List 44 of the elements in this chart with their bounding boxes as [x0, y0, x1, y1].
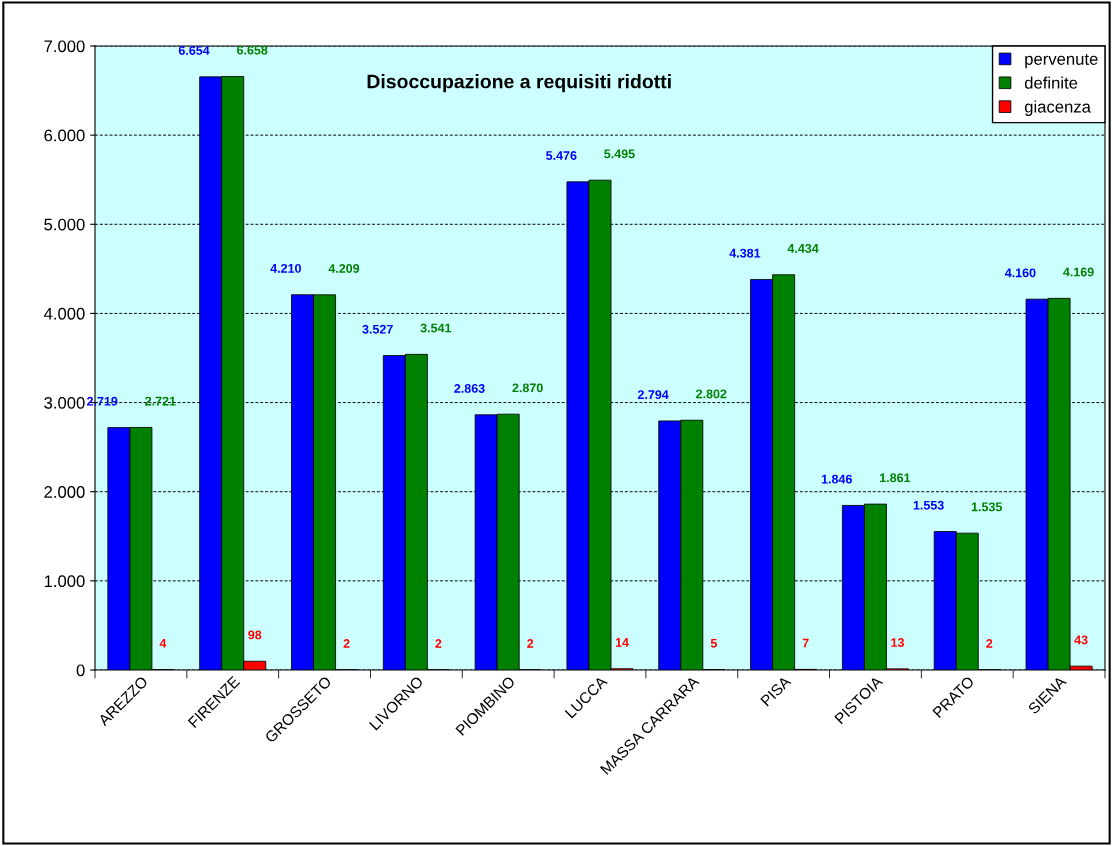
data-label: 2: [986, 639, 993, 648]
data-label: 7: [802, 638, 809, 648]
y-tick-label: 5.000: [44, 218, 85, 231]
data-label: 2.802: [696, 389, 727, 399]
data-label: 1.846: [821, 474, 852, 484]
data-label: 14: [615, 638, 629, 647]
legend-label: definite: [1024, 76, 1078, 89]
data-label: 2: [435, 639, 442, 648]
data-label: 4.210: [270, 263, 301, 273]
data-label: 4.381: [729, 248, 761, 258]
data-label: 2.794: [637, 390, 669, 400]
y-tick-label: 0: [76, 664, 85, 677]
data-label: 6.658: [236, 45, 268, 55]
data-label: 3.541: [420, 323, 452, 333]
data-label: 4.160: [1004, 268, 1036, 278]
data-label: 2.863: [454, 384, 485, 393]
y-tick-label: 7.000: [44, 40, 85, 53]
data-label: 98: [248, 630, 262, 640]
data-label: 13: [891, 638, 904, 647]
data-label: 6.654: [178, 46, 210, 55]
data-label: 4.434: [787, 243, 819, 253]
y-tick-label: 2.000: [44, 486, 85, 498]
data-label: 2.870: [512, 383, 543, 393]
y-tick-label: 1.000: [44, 575, 85, 588]
data-label: 2: [527, 639, 534, 648]
data-label: 1.553: [913, 500, 944, 510]
data-label: 1.535: [971, 502, 1003, 512]
legend-label: giacenza: [1024, 100, 1091, 116]
y-tick-label: 4.000: [43, 307, 85, 320]
data-label: 5.476: [546, 151, 577, 160]
data-label: 4.169: [1063, 267, 1094, 277]
y-tick-label: 3.000: [44, 396, 85, 409]
text: Disoccupazione a requisiti ridotti: [367, 74, 671, 93]
y-tick-label: 6.000: [44, 129, 85, 142]
data-label: 43: [1074, 635, 1088, 645]
data-label: 1.861: [880, 473, 911, 483]
data-label: 3.527: [362, 324, 393, 334]
data-label: 2: [343, 639, 350, 648]
data-label: 5: [710, 638, 717, 648]
data-label: 4: [159, 639, 167, 648]
data-label: 2.721: [145, 396, 176, 406]
data-label: 4.209: [328, 264, 360, 273]
data-label: 5.495: [604, 149, 635, 159]
legend-label: pervenute: [1025, 53, 1098, 69]
